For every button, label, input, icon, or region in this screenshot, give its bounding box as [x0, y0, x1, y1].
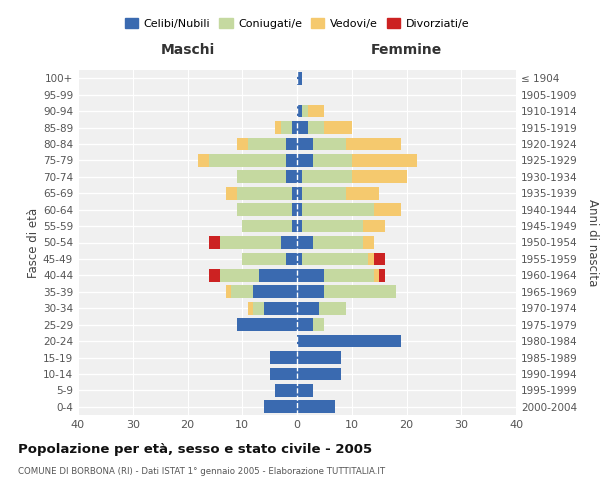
- Bar: [242, 252, 286, 266]
- Bar: [232, 286, 253, 298]
- Bar: [297, 318, 313, 331]
- Bar: [237, 318, 297, 331]
- Bar: [209, 236, 220, 249]
- Bar: [308, 121, 325, 134]
- Bar: [297, 236, 313, 249]
- Bar: [346, 187, 379, 200]
- Bar: [297, 384, 313, 397]
- Bar: [259, 269, 297, 282]
- Text: Popolazione per età, sesso e stato civile - 2005: Popolazione per età, sesso e stato civil…: [18, 442, 372, 456]
- Bar: [302, 203, 374, 216]
- Bar: [281, 236, 297, 249]
- Bar: [253, 286, 297, 298]
- Bar: [313, 154, 352, 167]
- Y-axis label: Fasce di età: Fasce di età: [27, 208, 40, 278]
- Bar: [313, 318, 325, 331]
- Bar: [352, 170, 407, 183]
- Bar: [346, 138, 401, 150]
- Bar: [313, 236, 363, 249]
- Bar: [253, 302, 264, 314]
- Bar: [248, 302, 253, 314]
- Bar: [248, 138, 286, 150]
- Bar: [368, 252, 374, 266]
- Bar: [308, 104, 325, 118]
- Bar: [199, 154, 209, 167]
- Bar: [374, 269, 379, 282]
- Bar: [286, 154, 297, 167]
- Bar: [297, 187, 302, 200]
- Bar: [237, 170, 286, 183]
- Bar: [297, 252, 302, 266]
- Bar: [297, 220, 302, 232]
- Bar: [325, 269, 374, 282]
- Bar: [379, 269, 385, 282]
- Bar: [226, 286, 232, 298]
- Bar: [275, 121, 281, 134]
- Text: COMUNE DI BORBONA (RI) - Dati ISTAT 1° gennaio 2005 - Elaborazione TUTTITALIA.IT: COMUNE DI BORBONA (RI) - Dati ISTAT 1° g…: [18, 468, 385, 476]
- Bar: [237, 203, 292, 216]
- Bar: [319, 302, 346, 314]
- Bar: [292, 121, 297, 134]
- Bar: [297, 121, 308, 134]
- Bar: [297, 351, 341, 364]
- Bar: [297, 302, 319, 314]
- Bar: [362, 236, 374, 249]
- Bar: [302, 187, 346, 200]
- Bar: [297, 170, 302, 183]
- Bar: [297, 104, 302, 118]
- Bar: [297, 334, 401, 347]
- Bar: [374, 252, 385, 266]
- Bar: [264, 302, 297, 314]
- Bar: [297, 203, 302, 216]
- Bar: [264, 400, 297, 413]
- Bar: [297, 138, 313, 150]
- Bar: [292, 203, 297, 216]
- Bar: [297, 400, 335, 413]
- Bar: [297, 286, 325, 298]
- Y-axis label: Anni di nascita: Anni di nascita: [586, 199, 599, 286]
- Bar: [209, 269, 220, 282]
- Bar: [220, 269, 259, 282]
- Bar: [374, 203, 401, 216]
- Bar: [297, 269, 325, 282]
- Bar: [302, 104, 308, 118]
- Bar: [220, 236, 281, 249]
- Bar: [286, 252, 297, 266]
- Bar: [286, 138, 297, 150]
- Bar: [292, 220, 297, 232]
- Bar: [281, 121, 292, 134]
- Legend: Celibi/Nubili, Coniugati/e, Vedovi/e, Divorziati/e: Celibi/Nubili, Coniugati/e, Vedovi/e, Di…: [121, 14, 473, 33]
- Bar: [269, 351, 297, 364]
- Bar: [302, 220, 363, 232]
- Bar: [269, 368, 297, 380]
- Bar: [313, 138, 346, 150]
- Bar: [297, 72, 302, 85]
- Bar: [209, 154, 286, 167]
- Bar: [302, 170, 352, 183]
- Bar: [275, 384, 297, 397]
- Bar: [325, 286, 395, 298]
- Text: Femmine: Femmine: [371, 43, 442, 57]
- Bar: [286, 170, 297, 183]
- Bar: [237, 138, 248, 150]
- Text: Maschi: Maschi: [160, 43, 215, 57]
- Bar: [302, 252, 368, 266]
- Bar: [325, 121, 352, 134]
- Bar: [242, 220, 292, 232]
- Bar: [226, 187, 237, 200]
- Bar: [292, 187, 297, 200]
- Bar: [297, 154, 313, 167]
- Bar: [362, 220, 385, 232]
- Bar: [297, 368, 341, 380]
- Bar: [352, 154, 418, 167]
- Bar: [237, 187, 292, 200]
